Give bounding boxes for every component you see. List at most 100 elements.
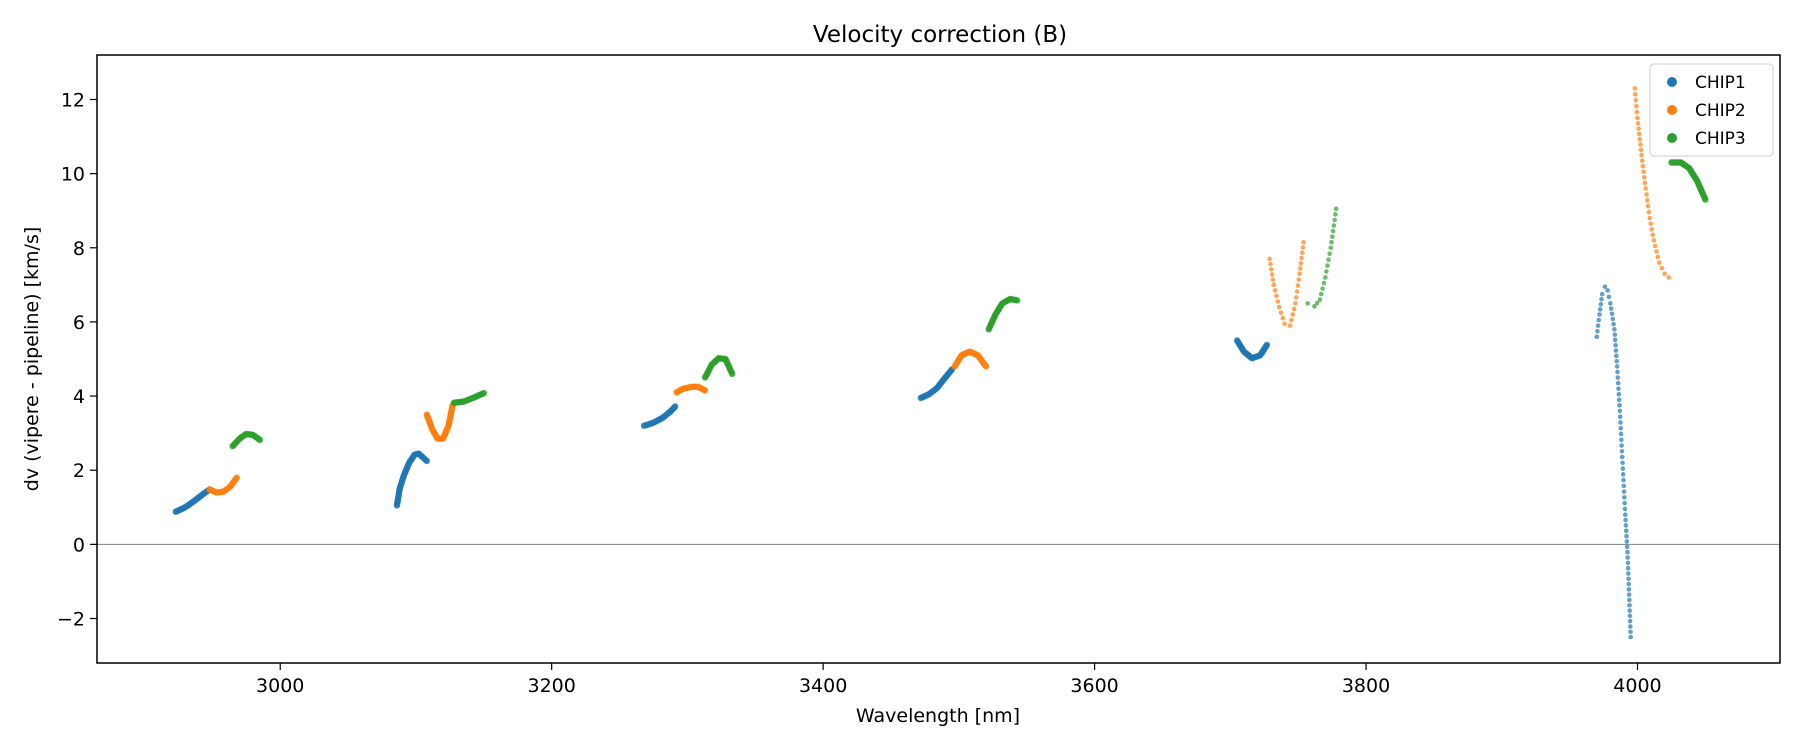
data-point [1330, 234, 1335, 239]
plot-background [97, 55, 1780, 663]
data-point [1275, 299, 1281, 304]
x-tick-label: 3400 [799, 675, 847, 697]
data-point [1646, 209, 1652, 215]
data-point [729, 370, 736, 378]
plot-area [96, 54, 1781, 664]
data-point [1648, 221, 1654, 226]
data-point [1620, 472, 1626, 477]
data-point [1278, 310, 1284, 315]
y-tick-label: 6 [73, 312, 85, 334]
data-point [1624, 539, 1630, 544]
series-chip3 [229, 159, 1709, 450]
x-tick-label: 3200 [528, 675, 576, 697]
data-point [1617, 403, 1622, 408]
data-point [1318, 291, 1324, 297]
data-point [1625, 555, 1630, 560]
data-point [1282, 321, 1287, 327]
data-point [1633, 92, 1638, 97]
data-point [1624, 544, 1630, 550]
x-axis-title: Wavelength [nm] [856, 705, 1020, 727]
data-point [1290, 312, 1296, 317]
data-point [1613, 342, 1618, 348]
data-point [1650, 232, 1656, 238]
data-point [701, 387, 709, 394]
data-point [1333, 206, 1339, 212]
data-point [1320, 286, 1325, 291]
y-axis-title: dv (vipere - pipeline) [km/s] [21, 227, 43, 492]
data-point [1626, 581, 1632, 587]
data-point [1659, 265, 1665, 271]
data-point [1263, 341, 1271, 349]
x-tick-label: 3000 [256, 675, 304, 697]
y-tick-label: 0 [73, 534, 85, 556]
data-point [1272, 288, 1278, 293]
data-point [1645, 203, 1651, 209]
data-point [1314, 300, 1320, 306]
data-point [1649, 226, 1655, 232]
data-point [1627, 613, 1633, 619]
data-point [1625, 560, 1631, 566]
data-point [1597, 312, 1602, 317]
data-point [1644, 192, 1649, 197]
data-point [1268, 261, 1273, 267]
data-point [1602, 284, 1608, 290]
data-point [1599, 291, 1605, 297]
data-point [1627, 608, 1633, 613]
data-point [1293, 295, 1299, 300]
data-point [1640, 163, 1646, 169]
plot-frame [96, 54, 1781, 664]
data-point [1299, 250, 1305, 256]
data-point [1597, 307, 1603, 312]
data-point [1651, 238, 1657, 243]
data-point [1608, 306, 1614, 311]
data-point [1596, 317, 1602, 323]
data-point [1622, 500, 1627, 506]
data-point [1666, 275, 1671, 280]
chart-title: Velocity correction (B) [813, 22, 1067, 48]
data-point [1615, 380, 1621, 386]
data-point [1626, 576, 1631, 582]
data-point [1662, 271, 1667, 277]
data-point [1617, 414, 1623, 419]
data-point [1618, 420, 1623, 425]
data-point [1330, 228, 1336, 234]
data-point [1269, 266, 1274, 272]
data-point [1613, 348, 1619, 353]
data-point [1652, 243, 1658, 249]
data-point [1633, 97, 1639, 103]
legend-box [1649, 63, 1774, 157]
data-point [671, 403, 679, 410]
data-point [1619, 443, 1624, 448]
data-point [1621, 489, 1627, 494]
y-tick-label: −2 [57, 609, 85, 631]
data-point [1618, 431, 1624, 437]
data-point [1622, 495, 1627, 500]
data-point [1327, 251, 1332, 257]
data-point [1628, 634, 1633, 640]
data-point [1654, 249, 1659, 254]
data-point [1616, 386, 1621, 391]
data-point [1621, 477, 1626, 483]
data-points-layer [172, 86, 1709, 640]
data-point [1641, 175, 1647, 180]
legend-marker-chip1 [1667, 77, 1677, 87]
data-point [1321, 280, 1327, 286]
data-point [1614, 358, 1620, 364]
data-point [1267, 256, 1272, 262]
data-point [233, 474, 240, 481]
data-point [480, 389, 488, 397]
legend-label-chip1: CHIP1 [1695, 73, 1746, 93]
data-point [1305, 301, 1310, 306]
data-point [1612, 332, 1618, 337]
data-point [1269, 272, 1275, 277]
data-point [1325, 263, 1330, 268]
data-point [1606, 294, 1612, 300]
data-point [1301, 239, 1306, 245]
data-point [1332, 217, 1337, 223]
data-point [1655, 254, 1661, 260]
data-point [1636, 131, 1642, 137]
data-point [982, 363, 990, 370]
data-point [1615, 375, 1621, 380]
data-point [1616, 397, 1622, 403]
